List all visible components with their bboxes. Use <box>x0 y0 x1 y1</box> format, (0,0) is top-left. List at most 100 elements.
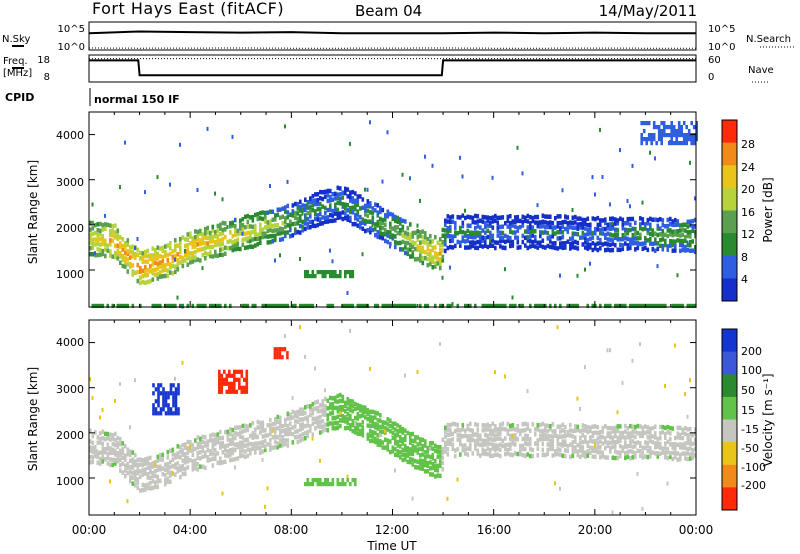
patch-1-cell <box>616 303 620 308</box>
heatmap-cell <box>596 441 600 446</box>
sky-left-tick-top: 10^5 <box>58 24 85 35</box>
heatmap-cell <box>356 194 360 199</box>
heatmap-cell <box>626 431 630 436</box>
heatmap-cell <box>686 433 690 438</box>
scatter-cell <box>271 429 274 434</box>
scatter-cell <box>479 236 481 241</box>
heatmap-cell <box>541 441 545 447</box>
heatmap-cell <box>564 245 567 250</box>
heatmap-cell <box>614 235 617 241</box>
patch-1-cell <box>154 407 158 412</box>
heatmap-cell <box>674 222 677 228</box>
heatmap-cell <box>346 187 350 192</box>
heatmap-cell <box>279 443 282 448</box>
heatmap-cell <box>266 240 270 245</box>
patch-0-cell <box>245 373 249 378</box>
heatmap-cell <box>344 415 347 420</box>
patch-1-cell <box>624 303 627 308</box>
heatmap-cell <box>581 242 585 247</box>
heatmap-cell <box>149 486 152 491</box>
heatmap-cell <box>154 473 157 479</box>
scatter-cell <box>364 187 366 192</box>
heatmap-cell <box>231 433 235 438</box>
scatter-cell <box>494 370 496 375</box>
heatmap-cell <box>584 240 587 245</box>
heatmap-cell <box>96 451 100 456</box>
scatter-cell <box>689 378 691 383</box>
heatmap-cell <box>649 231 652 237</box>
heatmap-cell <box>599 246 602 251</box>
heatmap-cell <box>644 236 647 241</box>
time-tick-4: 16:00 <box>477 523 512 537</box>
heatmap-cell <box>371 409 375 415</box>
heatmap-cell <box>434 463 437 469</box>
heatmap-cell <box>106 431 110 437</box>
heatmap-cell <box>279 415 282 421</box>
patch-2-cell <box>695 129 698 134</box>
heatmap-cell <box>564 214 567 219</box>
heatmap-cell <box>381 440 385 445</box>
heatmap-cell <box>426 256 430 262</box>
heatmap-cell <box>321 196 325 202</box>
patch-1-cell <box>521 303 525 308</box>
station-title: Fort Hays East (fitACF) <box>92 0 284 18</box>
heatmap-cell <box>406 446 410 451</box>
heatmap-cell <box>169 270 172 275</box>
scatter-cell <box>201 266 204 271</box>
heatmap-cell <box>679 435 682 441</box>
heatmap-cell <box>364 409 367 415</box>
patch-1-cell <box>174 411 178 416</box>
power-colorbar <box>722 120 737 302</box>
heatmap-cell <box>689 219 692 224</box>
heatmap-cell <box>279 215 282 220</box>
heatmap-cell <box>584 221 587 226</box>
heatmap-cell <box>191 443 195 448</box>
heatmap-cell <box>544 220 547 225</box>
scatter-cell <box>559 273 561 278</box>
heatmap-cell <box>656 454 660 459</box>
heatmap-cell <box>571 240 575 245</box>
power-cbar-tick-8: 8 <box>741 251 748 264</box>
patch-1-cell <box>281 303 285 308</box>
patch-2-cell <box>662 133 666 138</box>
heatmap-cell <box>546 230 550 236</box>
heatmap-cell <box>649 426 652 431</box>
heatmap-cell <box>314 400 317 405</box>
heatmap-cell <box>301 207 305 213</box>
patch-0-cell <box>225 373 229 378</box>
patch-1-cell <box>406 303 410 308</box>
heatmap-cell <box>151 464 155 469</box>
heatmap-cell <box>449 225 452 230</box>
heatmap-cell <box>676 229 680 234</box>
heatmap-cell <box>431 472 435 477</box>
velocity-cbar-tick-neg200: -200 <box>741 479 766 492</box>
heatmap-cell <box>246 453 250 459</box>
patch-0-cell <box>223 381 226 386</box>
heatmap-cell <box>299 199 302 205</box>
heatmap-cell <box>431 247 435 253</box>
heatmap-cell <box>471 240 475 245</box>
heatmap-cell <box>596 430 600 436</box>
heatmap-cell <box>509 225 512 230</box>
heatmap-cell <box>99 440 102 445</box>
heatmap-cell <box>326 417 330 422</box>
heatmap-cell <box>666 223 670 229</box>
heatmap-cell <box>671 450 675 456</box>
heatmap-cell <box>651 228 655 233</box>
heatmap-cell <box>291 415 295 420</box>
heatmap-cell <box>666 455 670 461</box>
heatmap-cell <box>661 237 665 242</box>
heatmap-cell <box>369 409 372 415</box>
heatmap-cell <box>319 430 322 435</box>
heatmap-cell <box>221 444 225 449</box>
heatmap-cell <box>401 233 405 238</box>
heatmap-cell <box>649 241 652 246</box>
heatmap-cell <box>674 217 677 223</box>
heatmap-cell <box>666 446 670 452</box>
heatmap-cell <box>344 409 347 414</box>
heatmap-cell <box>256 445 260 451</box>
heatmap-cell <box>296 206 300 211</box>
heatmap-cell <box>484 243 487 248</box>
nave-label: Nave <box>748 65 774 76</box>
heatmap-cell <box>404 457 407 462</box>
